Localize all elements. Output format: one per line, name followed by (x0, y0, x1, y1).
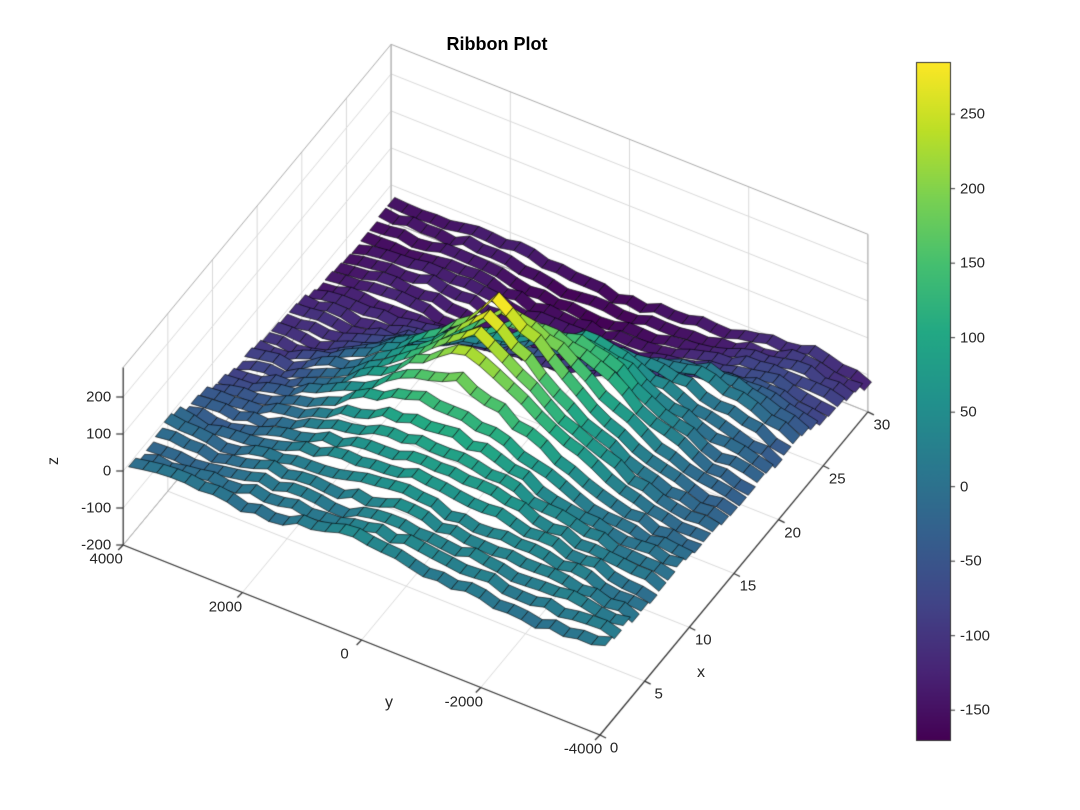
y-tick-label: 0 (340, 645, 349, 663)
z-tick-label: -200 (81, 536, 112, 554)
x-tick-label: 20 (784, 524, 801, 542)
z-axis-label: z (45, 457, 62, 465)
colorbar-tick-label: 100 (960, 329, 986, 347)
x-tick-label: 15 (739, 577, 757, 595)
y-tick-label: 4000 (89, 550, 123, 568)
z-tick-label: 200 (86, 388, 112, 406)
x-tick-label: 25 (828, 470, 846, 488)
z-tick-label: 100 (86, 425, 112, 443)
colorbar-tick-label: 250 (960, 105, 986, 123)
x-tick-label: 10 (694, 631, 712, 649)
colorbar-tick-label: -150 (960, 701, 991, 719)
z-tick-label: 0 (102, 462, 112, 480)
colorbar-tick-label: 150 (960, 254, 986, 272)
y-tick-label: 2000 (208, 598, 243, 615)
colorbar-tick-label: 200 (960, 180, 986, 198)
y-axis-label: y (385, 694, 393, 711)
colorbar-tick-label: 0 (960, 478, 969, 496)
chart-title: Ribbon Plot (446, 34, 548, 54)
y-tick-label: -2000 (444, 693, 483, 710)
colorbar-tick-label: -50 (960, 552, 982, 570)
z-tick-label: -100 (81, 499, 112, 517)
y-tick-label: -4000 (563, 740, 603, 758)
colorbar-tick-label: 50 (960, 403, 977, 421)
x-tick-label: 30 (873, 416, 891, 434)
colorbar-tick-label: -100 (960, 627, 991, 645)
x-tick-label: 5 (654, 685, 663, 703)
x-tick-label: 0 (609, 739, 619, 757)
x-axis-label: x (697, 664, 705, 681)
